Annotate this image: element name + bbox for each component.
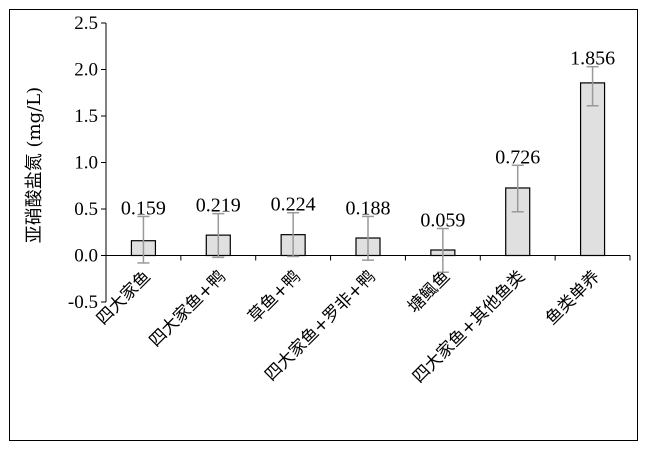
category-label: 塘鲺鱼 <box>404 267 454 317</box>
y-tick-label: 1.0 <box>74 153 98 174</box>
chart-frame <box>9 9 638 441</box>
data-label: 0.219 <box>196 195 241 217</box>
bar <box>579 82 606 257</box>
data-label: 1.856 <box>570 48 615 70</box>
data-labels: 0.159 0.219 0.224 0.188 0.059 0.726 1.856 <box>121 48 615 232</box>
y-tick-label: 2.5 <box>74 13 98 34</box>
y-tick-label: -0.5 <box>68 292 98 313</box>
category-label: 草鱼+鸭 <box>244 267 304 327</box>
y-tick-label: 1.5 <box>74 106 98 127</box>
data-label: 0.159 <box>121 197 166 219</box>
data-label: 0.726 <box>495 146 540 168</box>
category-label: 四大家鱼 <box>93 267 155 329</box>
data-label: 0.059 <box>420 210 465 232</box>
error-bars <box>137 65 599 273</box>
data-label: 0.224 <box>271 194 316 216</box>
y-tick-label: 0.5 <box>74 199 98 220</box>
category-label: 四大家鱼+鸭 <box>145 267 229 351</box>
category-label: 鱼类单养 <box>542 267 604 329</box>
y-tick-label: 2.0 <box>74 60 98 81</box>
y-tick-label: 0.0 <box>74 246 98 267</box>
data-label: 0.188 <box>346 197 391 219</box>
axes: -0.5 0.0 0.5 1.0 1.5 2.0 2.5 <box>68 13 631 313</box>
y-axis-title: 亚硝酸盐氮 (mg/L) <box>24 87 45 243</box>
